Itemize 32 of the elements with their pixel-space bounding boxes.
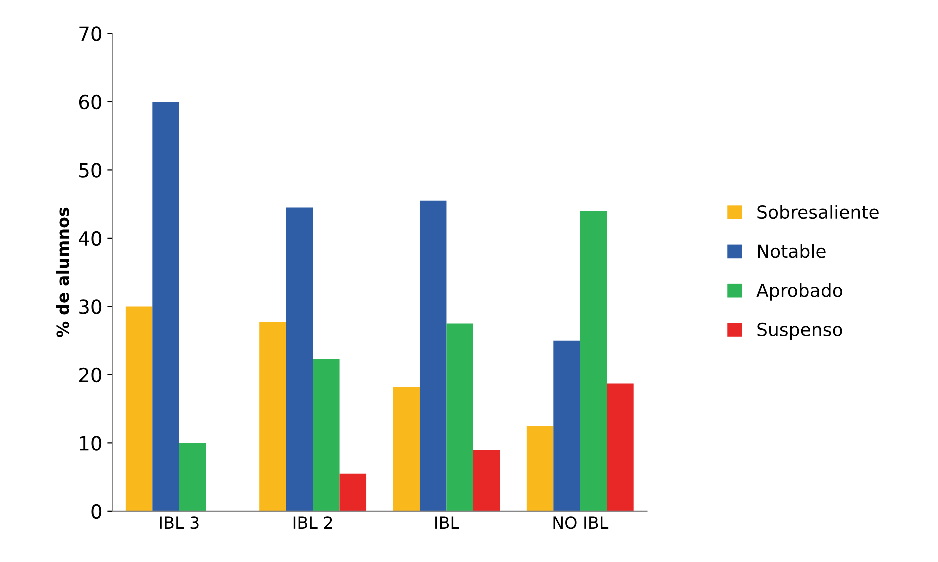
y-tick-label: 30 — [80, 300, 102, 314]
bar — [526, 426, 554, 512]
bar — [286, 208, 314, 512]
bar — [473, 450, 500, 512]
y-axis-title: % de alumnos — [56, 208, 70, 338]
bar — [179, 443, 206, 512]
legend-label: Aprobado — [756, 283, 842, 301]
x-tick-label: NO IBL — [554, 516, 609, 530]
x-tick-label: IBL — [436, 516, 460, 529]
bar — [152, 102, 180, 512]
y-tick-label: 40 — [79, 231, 102, 246]
y-tick-label: 0 — [92, 504, 102, 520]
x-tick-label: IBL 3 — [160, 516, 199, 530]
y-tick-label: 70 — [80, 26, 102, 42]
legend-label: Sobresaliente — [758, 205, 879, 220]
y-tick-label: 10 — [80, 436, 102, 451]
bar — [260, 322, 286, 512]
bar — [313, 359, 340, 512]
bar — [126, 306, 153, 512]
bar — [393, 387, 420, 512]
y-tick-label: 50 — [80, 163, 102, 178]
legend-label: Suspenso — [758, 322, 842, 340]
bar — [554, 340, 580, 512]
y-tick-label: 60 — [79, 94, 102, 110]
bar — [580, 211, 608, 512]
bar — [607, 384, 634, 512]
bar — [446, 324, 474, 512]
y-tick-label: 20 — [80, 368, 102, 383]
bar — [340, 474, 367, 512]
bar — [420, 200, 447, 512]
legend-label: Notable — [758, 244, 826, 258]
x-tick-label: IBL 2 — [294, 516, 332, 529]
